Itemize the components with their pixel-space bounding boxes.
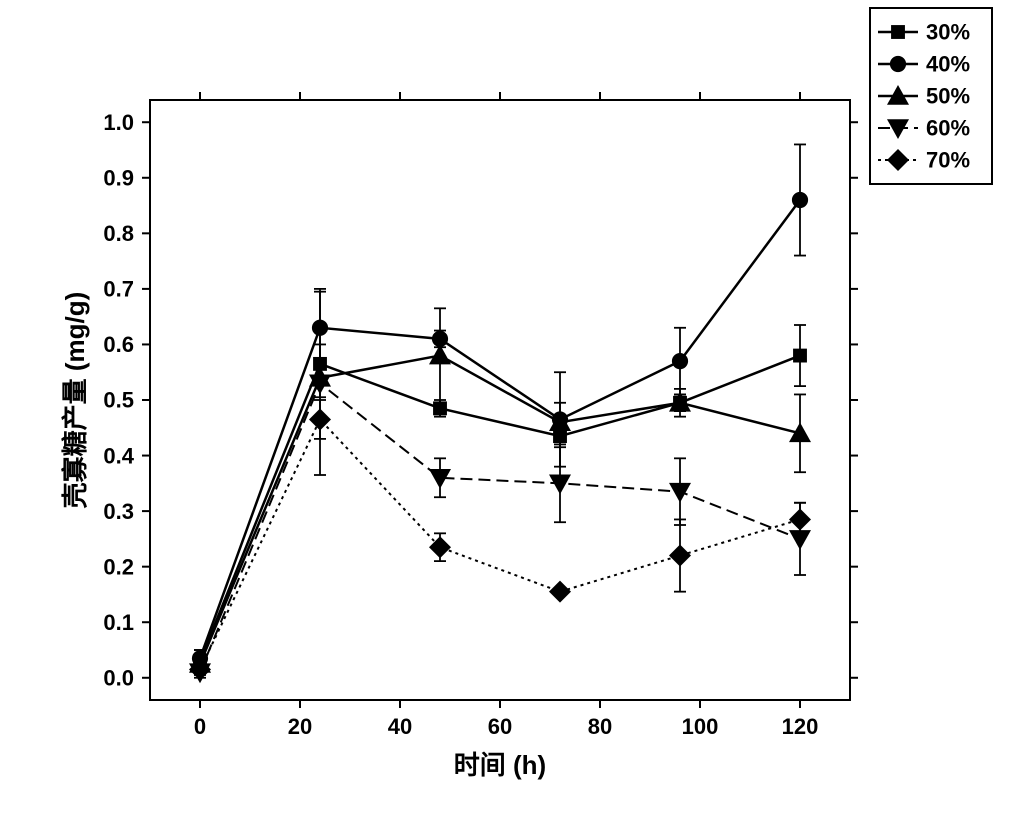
legend: 30% 40% 50% 60% 70% [870,8,992,184]
legend-label: 40% [926,52,970,77]
svg-text:0.7: 0.7 [103,277,134,302]
legend-label: 30% [926,20,970,45]
svg-text:0.0: 0.0 [103,665,134,690]
legend-label: 50% [926,84,970,109]
svg-text:0.6: 0.6 [103,332,134,357]
svg-text:0.4: 0.4 [103,443,134,468]
y-axis-label: 壳寡糖产量 (mg/g) [60,292,90,510]
svg-text:0.5: 0.5 [103,388,134,413]
svg-text:1.0: 1.0 [103,110,134,135]
svg-text:0.9: 0.9 [103,165,134,190]
svg-text:0: 0 [194,714,206,739]
legend-label: 70% [926,148,970,173]
svg-text:20: 20 [288,714,312,739]
svg-text:0.1: 0.1 [103,610,134,635]
svg-text:0.3: 0.3 [103,499,134,524]
svg-text:120: 120 [782,714,819,739]
svg-text:40: 40 [388,714,412,739]
line-chart: 0 20 40 60 80 100 120 0.0 0.1 0.2 0.3 0.4 0.5 0.6 0.7 0… [0,0,1012,824]
legend-label: 60% [926,116,970,141]
svg-text:0.8: 0.8 [103,221,134,246]
svg-text:100: 100 [682,714,719,739]
x-axis-label: 时间 (h) [454,750,546,780]
chart-container: 0 20 40 60 80 100 120 0.0 0.1 0.2 0.3 0.4 0.5 0.6 0.7 0… [0,0,1012,824]
svg-text:0.2: 0.2 [103,554,134,579]
svg-text:60: 60 [488,714,512,739]
svg-text:80: 80 [588,714,612,739]
